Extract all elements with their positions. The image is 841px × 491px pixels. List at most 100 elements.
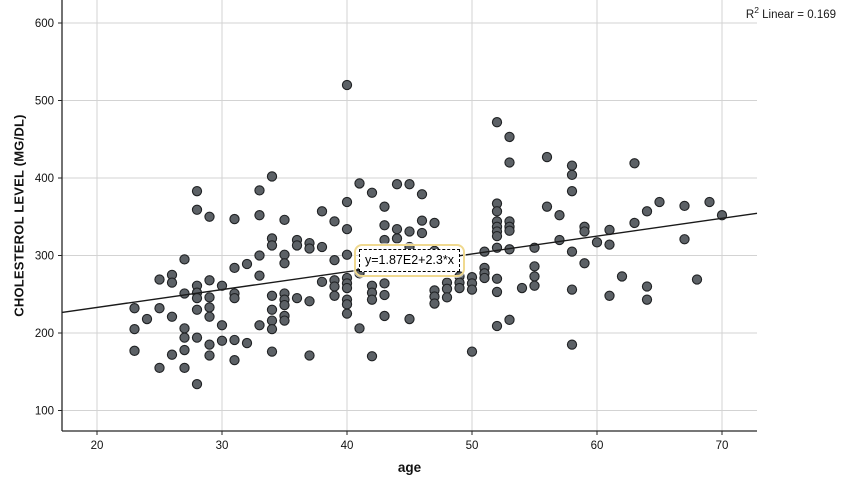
data-point[interactable]: [204, 292, 215, 303]
data-point[interactable]: [266, 290, 278, 301]
data-point[interactable]: [329, 216, 340, 227]
data-point[interactable]: [391, 223, 403, 235]
data-point[interactable]: [566, 339, 578, 350]
data-point[interactable]: [241, 337, 253, 349]
data-point[interactable]: [316, 206, 328, 217]
data-point[interactable]: [391, 179, 403, 190]
data-point[interactable]: [441, 283, 453, 294]
data-point[interactable]: [229, 213, 240, 225]
data-point[interactable]: [504, 157, 515, 168]
data-point[interactable]: [629, 217, 640, 229]
data-point[interactable]: [504, 131, 515, 143]
data-point[interactable]: [354, 178, 365, 189]
data-point[interactable]: [379, 278, 390, 289]
data-point[interactable]: [179, 362, 190, 374]
data-point[interactable]: [579, 226, 590, 237]
data-point[interactable]: [254, 185, 265, 196]
data-point[interactable]: [291, 240, 303, 251]
data-point[interactable]: [266, 315, 278, 326]
data-point[interactable]: [316, 241, 328, 253]
data-point[interactable]: [266, 304, 278, 315]
data-point[interactable]: [466, 284, 478, 295]
data-point[interactable]: [616, 271, 628, 282]
data-point[interactable]: [566, 284, 578, 295]
data-point[interactable]: [379, 220, 390, 231]
data-point[interactable]: [129, 303, 140, 314]
data-point[interactable]: [216, 280, 228, 291]
data-point[interactable]: [604, 224, 615, 236]
data-point[interactable]: [604, 239, 615, 250]
data-point[interactable]: [529, 261, 540, 272]
data-point[interactable]: [654, 196, 665, 208]
data-point[interactable]: [254, 270, 265, 281]
data-point[interactable]: [491, 206, 503, 217]
data-point[interactable]: [341, 79, 353, 91]
data-point[interactable]: [204, 350, 215, 361]
data-point[interactable]: [254, 250, 265, 261]
data-point[interactable]: [404, 313, 415, 325]
data-point[interactable]: [579, 258, 590, 269]
data-point[interactable]: [204, 339, 215, 350]
data-point[interactable]: [341, 249, 353, 260]
data-point[interactable]: [229, 292, 240, 304]
data-point[interactable]: [279, 315, 290, 326]
data-point[interactable]: [366, 187, 378, 198]
data-point[interactable]: [191, 292, 203, 304]
data-point[interactable]: [316, 276, 328, 287]
data-point[interactable]: [341, 308, 353, 319]
data-point[interactable]: [179, 323, 190, 334]
data-point[interactable]: [329, 290, 340, 301]
data-point[interactable]: [529, 271, 540, 282]
data-point[interactable]: [491, 286, 503, 298]
data-point[interactable]: [166, 311, 178, 322]
data-point[interactable]: [504, 225, 515, 236]
data-point[interactable]: [379, 201, 390, 212]
data-point[interactable]: [191, 304, 203, 315]
data-point[interactable]: [204, 311, 215, 322]
data-point[interactable]: [129, 323, 140, 335]
data-point[interactable]: [266, 240, 278, 251]
data-point[interactable]: [379, 310, 390, 322]
data-point[interactable]: [529, 280, 540, 291]
data-point[interactable]: [291, 292, 303, 304]
data-point[interactable]: [641, 281, 653, 292]
data-point[interactable]: [641, 294, 653, 305]
data-point[interactable]: [341, 282, 353, 294]
data-point[interactable]: [204, 275, 215, 286]
data-point[interactable]: [691, 274, 703, 285]
data-point[interactable]: [516, 282, 528, 294]
data-point[interactable]: [179, 288, 190, 299]
data-point[interactable]: [279, 249, 290, 260]
data-point[interactable]: [129, 345, 140, 356]
data-point[interactable]: [179, 344, 190, 356]
data-point[interactable]: [279, 299, 290, 311]
data-point[interactable]: [704, 196, 715, 208]
data-point[interactable]: [229, 262, 240, 274]
data-point[interactable]: [679, 200, 690, 212]
data-point[interactable]: [166, 349, 178, 360]
data-point[interactable]: [379, 289, 390, 301]
data-point[interactable]: [341, 223, 353, 235]
data-point[interactable]: [416, 227, 428, 239]
data-point[interactable]: [191, 378, 203, 390]
data-point[interactable]: [404, 226, 415, 237]
data-point[interactable]: [604, 290, 615, 301]
data-point[interactable]: [179, 254, 190, 265]
data-point[interactable]: [491, 273, 503, 284]
data-point[interactable]: [216, 320, 228, 331]
data-point[interactable]: [429, 298, 440, 309]
data-point[interactable]: [679, 234, 690, 245]
data-point[interactable]: [304, 296, 315, 307]
data-point[interactable]: [254, 320, 265, 331]
data-point[interactable]: [341, 299, 353, 310]
data-point[interactable]: [354, 323, 365, 334]
data-point[interactable]: [491, 320, 503, 332]
data-point[interactable]: [266, 171, 278, 182]
data-point[interactable]: [191, 186, 203, 197]
data-point[interactable]: [329, 281, 340, 292]
data-point[interactable]: [166, 277, 178, 288]
data-point[interactable]: [466, 346, 478, 357]
data-point[interactable]: [554, 234, 565, 246]
data-point[interactable]: [491, 230, 503, 242]
data-point[interactable]: [329, 254, 340, 266]
